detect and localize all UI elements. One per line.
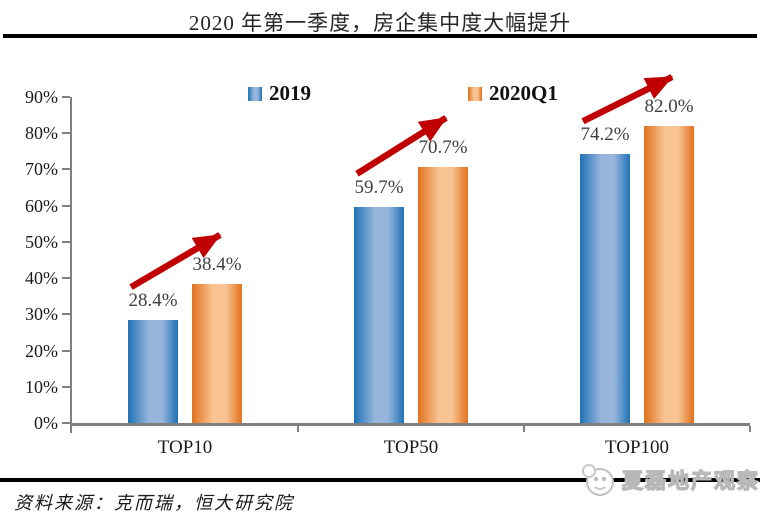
legend-item-2019: 2019 [248,81,311,105]
y-axis-label-40: 40% [25,268,58,289]
bar-2020q1-top50 [418,166,468,423]
y-axis-tick [62,277,70,280]
watermark-logo-icon [582,464,614,496]
chart-title: 2020 年第一季度，房企集中度大幅提升 [188,11,572,35]
bar-2020q1-top10 [192,283,242,423]
bar-2020q1-top100 [644,125,694,423]
legend-swatch-2019 [248,87,262,101]
x-axis-tick [297,426,299,432]
legend-item-2020q1: 2020Q1 [468,81,558,105]
y-axis-tick [62,240,70,243]
x-axis-tick [523,426,525,432]
legend-label-2019: 2019 [269,81,311,105]
source-note: 资料来源：克而瑞，恒大研究院 [14,493,294,513]
y-axis-tick [62,313,70,316]
y-axis-label-70: 70% [25,159,58,180]
value-label-2019-top10: 28.4% [128,290,178,312]
y-axis-tick [62,385,70,388]
value-label-2019-top100: 74.2% [580,124,630,146]
y-axis-tick [62,168,70,171]
value-label-2020q1-top50: 70.7% [418,136,468,158]
value-label-2019-top50: 59.7% [354,176,404,198]
plot-area: 0% 10% 20% 30% 40% 50% 60% 70% 80% 90% TOP10 28.4% 3… [25,87,751,458]
value-label-2020q1-top100: 82.0% [644,95,694,117]
x-axis-tick [749,426,751,432]
axis-origin-tick [70,426,72,433]
y-axis-tick [62,204,70,207]
title-divider [3,34,757,38]
y-axis-label-20: 20% [25,340,58,361]
legend: 2019 2020Q1 [0,81,760,105]
y-axis-label-30: 30% [25,304,58,325]
y-axis-tick [62,422,70,424]
y-axis-label-50: 50% [25,231,58,252]
value-label-2020q1-top10: 38.4% [192,253,242,275]
watermark: 夏磊地产观察 [581,461,760,499]
x-axis-label-top10: TOP10 [157,437,213,458]
x-axis-label-top100: TOP100 [604,437,670,458]
x-axis-label-top50: TOP50 [383,437,439,458]
y-axis-label-80: 80% [25,123,58,144]
bar-2019-top10 [128,320,178,423]
y-axis-label-0: 0% [34,413,58,433]
y-axis-label-90: 90% [25,87,58,107]
y-axis-tick [62,349,70,352]
y-axis-label-60: 60% [25,195,58,216]
legend-swatch-2020q1 [468,87,482,101]
footer-divider [0,478,760,482]
y-axis-tick [62,96,70,98]
bar-2019-top100 [580,154,630,423]
watermark-text: 夏磊地产观察 [621,468,760,493]
y-axis-label-10: 10% [25,376,58,397]
y-axis-tick [62,132,70,135]
bar-2019-top50 [354,206,404,423]
legend-label-2020q1: 2020Q1 [489,81,558,105]
